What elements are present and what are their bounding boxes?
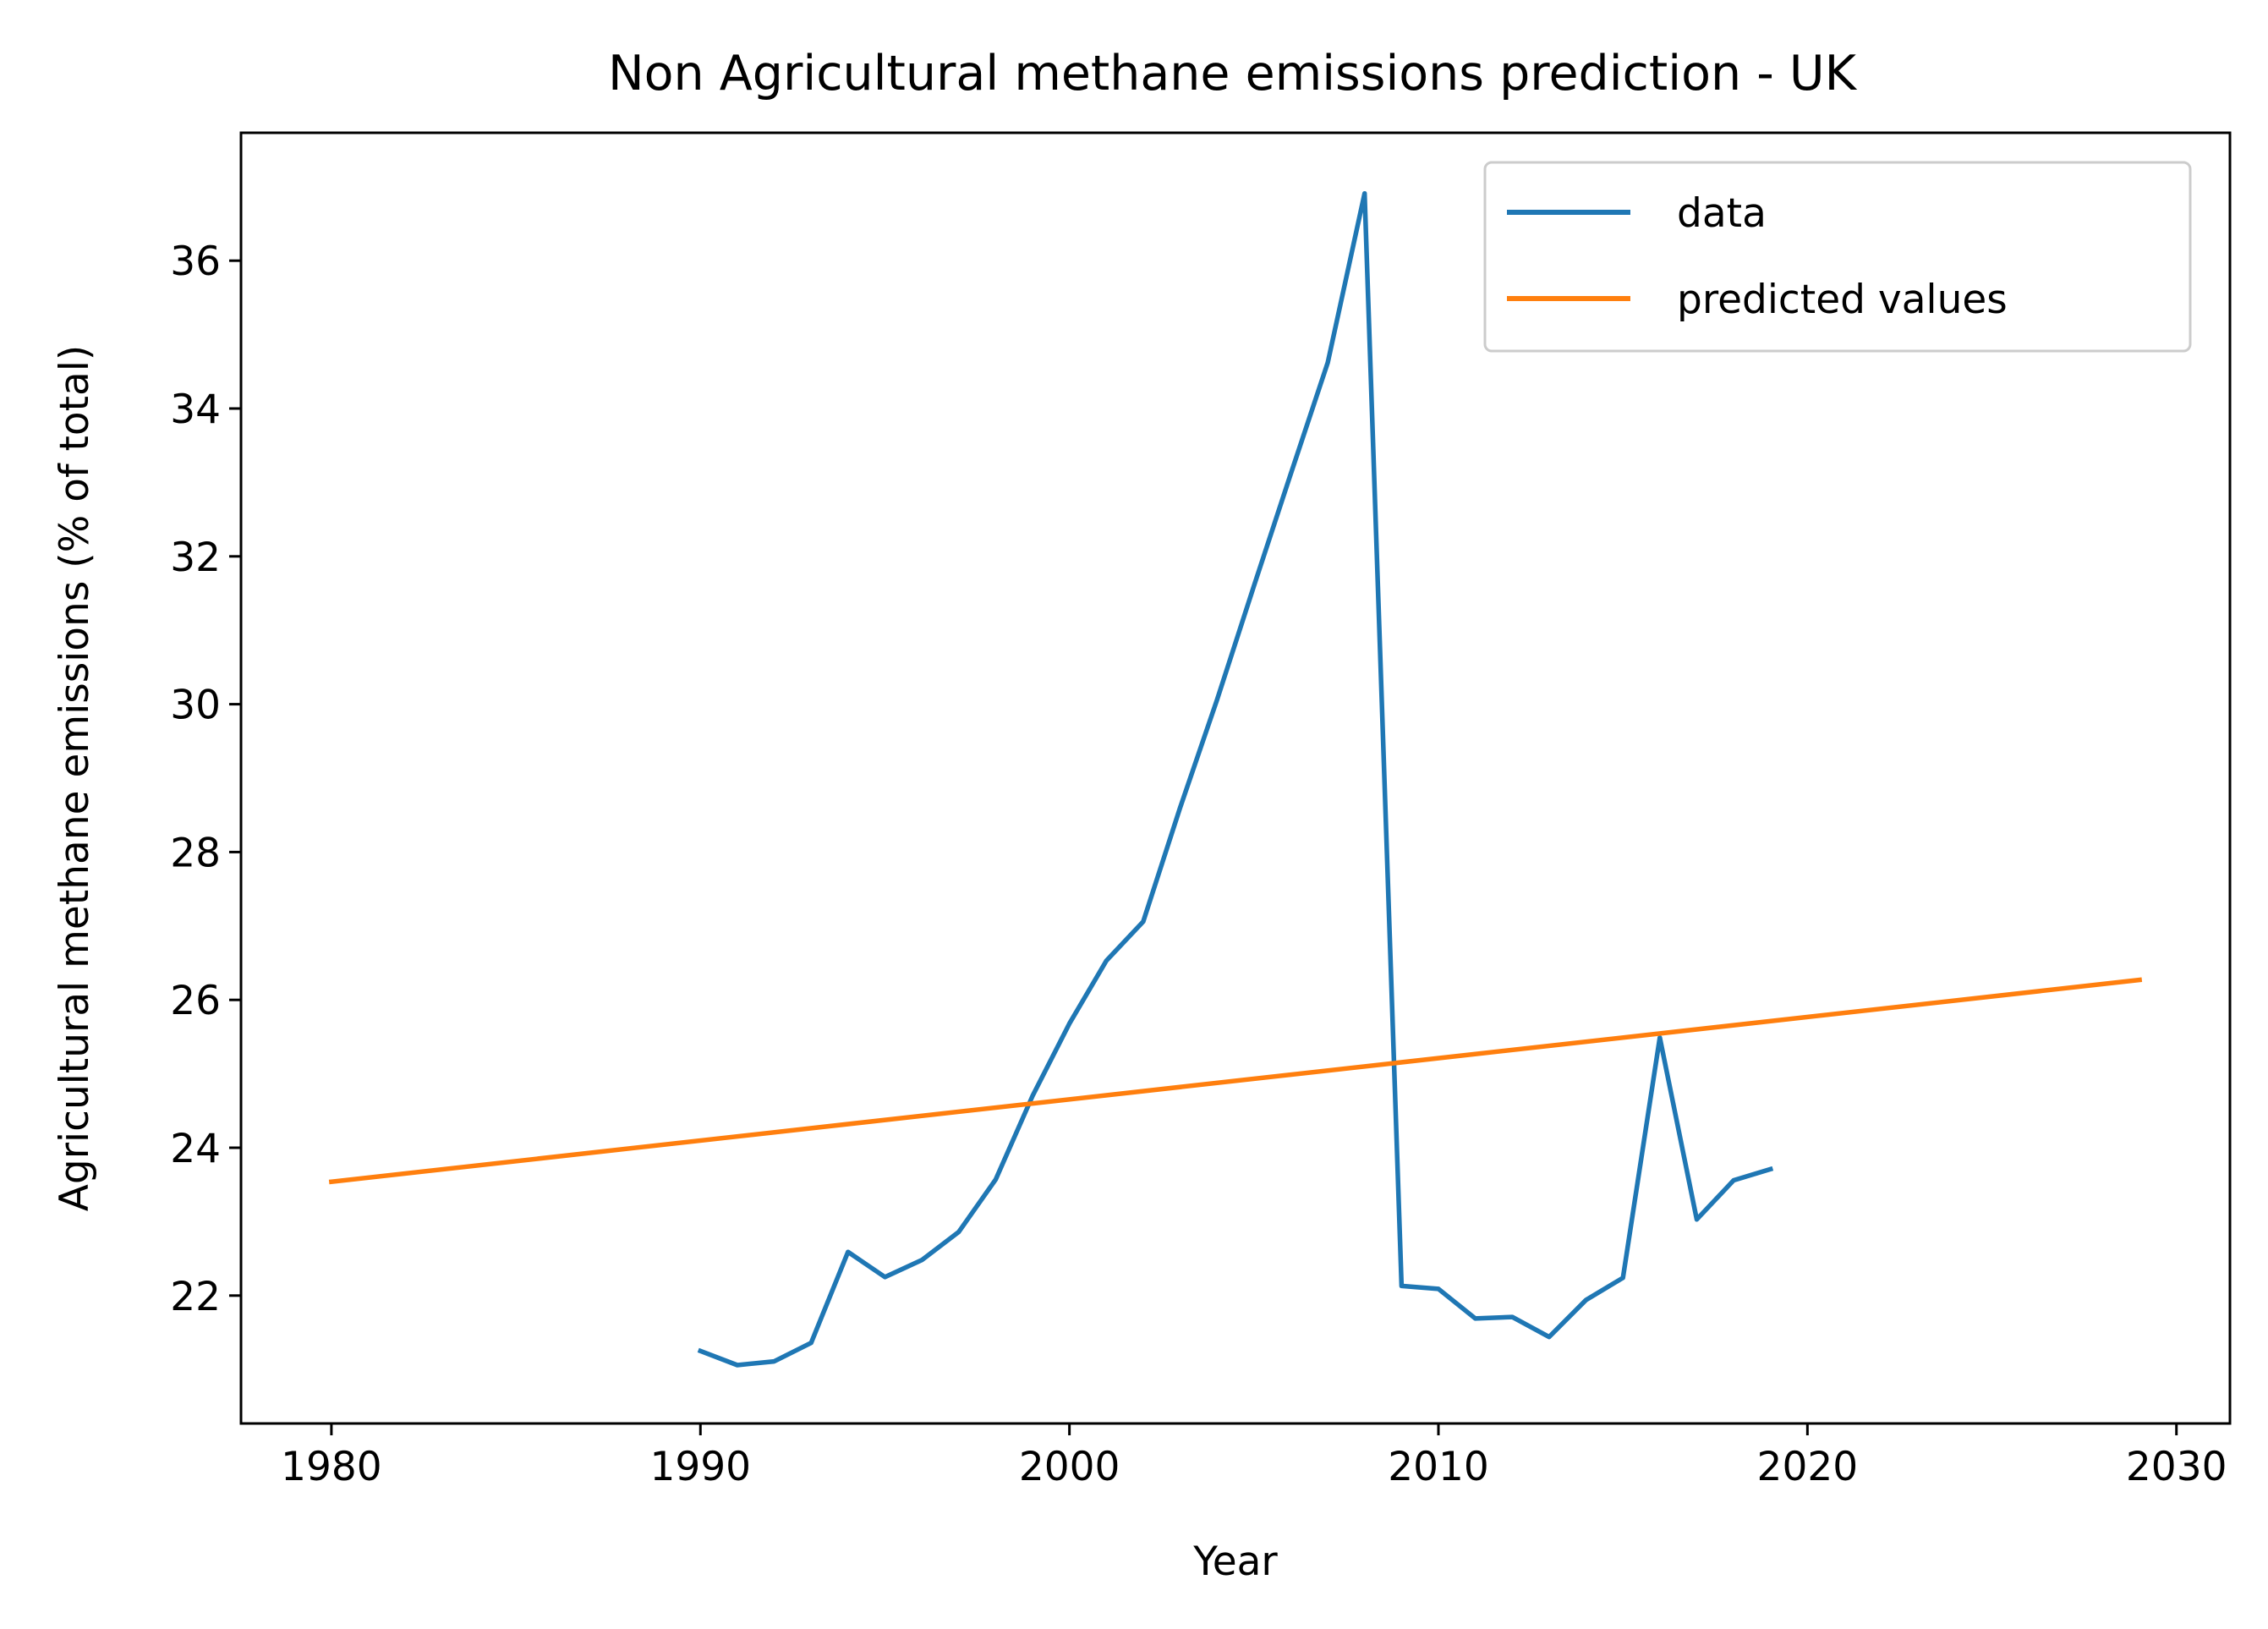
x-tick-label: 2020 <box>1757 1444 1859 1490</box>
series-line-data <box>697 190 1774 1368</box>
y-tick-label: 34 <box>170 387 221 433</box>
x-tick-label: 2010 <box>1388 1444 1489 1490</box>
x-tick-label: 2000 <box>1019 1444 1120 1490</box>
y-tick-label: 22 <box>170 1274 221 1320</box>
x-axis-label: Year <box>1192 1538 1278 1585</box>
y-tick-label: 26 <box>170 978 221 1024</box>
legend: data predicted values <box>1483 161 2192 353</box>
y-axis: 22 24 26 28 30 32 34 36 <box>170 239 241 1320</box>
x-axis: 1980 1990 2000 2010 2020 2030 <box>281 1423 2227 1490</box>
y-tick-label: 36 <box>170 239 221 285</box>
y-tick-label: 32 <box>170 535 221 581</box>
legend-label-data: data <box>1677 190 1767 237</box>
series-layer <box>328 190 2143 1368</box>
x-tick-label: 1980 <box>281 1444 382 1490</box>
x-tick-label: 1990 <box>649 1444 751 1490</box>
y-axis-label: Agricultural methane emissions (% of tot… <box>52 345 98 1212</box>
series-line-predicted-values <box>328 977 2143 1185</box>
legend-box <box>1483 161 2192 353</box>
y-tick-label: 28 <box>170 830 221 876</box>
y-tick-label: 24 <box>170 1126 221 1172</box>
plot-border <box>239 131 2232 1425</box>
y-tick-label: 30 <box>170 683 221 729</box>
x-tick-label: 2030 <box>2126 1444 2227 1490</box>
legend-label-predicted-values: predicted values <box>1677 277 2008 323</box>
chart-title: Non Agricultural methane emissions predi… <box>608 46 1858 101</box>
